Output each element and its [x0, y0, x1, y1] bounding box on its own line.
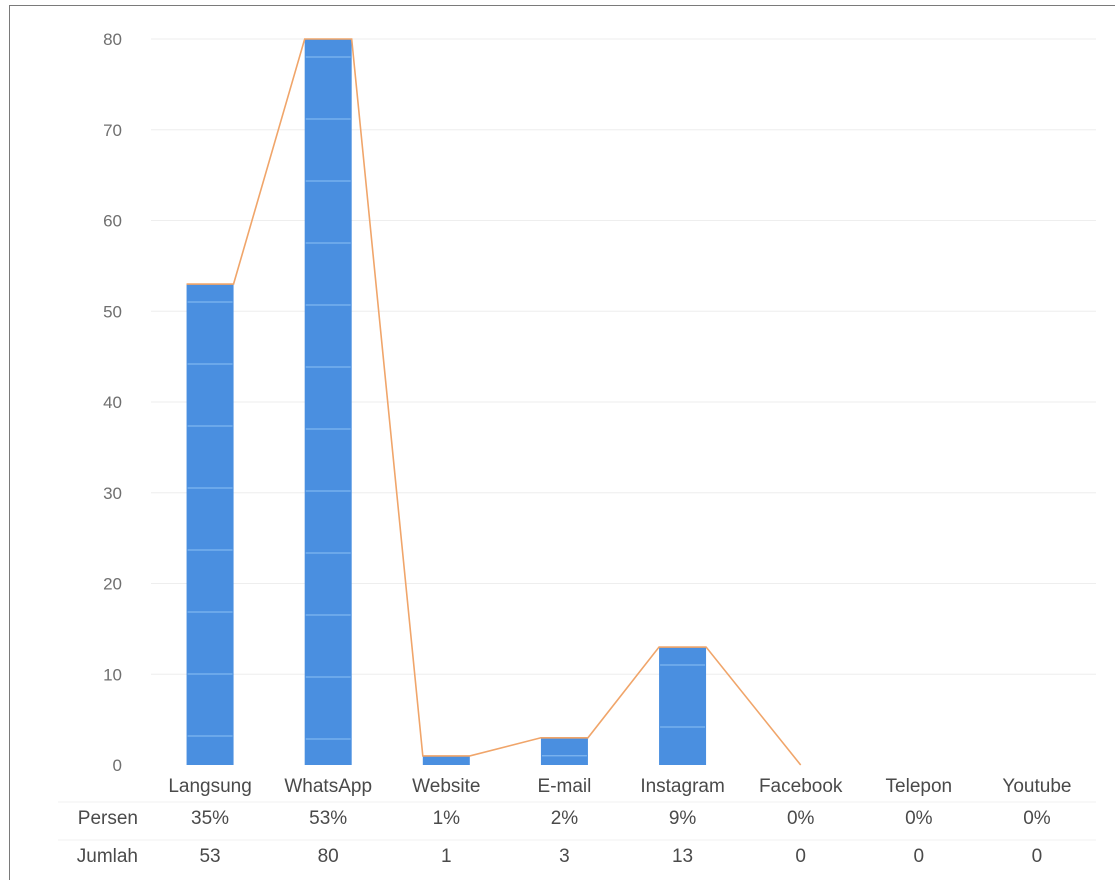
x-tick-label: Instagram [640, 776, 724, 797]
bar-website [422, 755, 470, 765]
bar-rect [186, 284, 234, 765]
table-cell: 2% [551, 808, 579, 829]
x-tick-label: Langsung [168, 776, 251, 797]
gridlines [151, 38, 1096, 675]
x-tick-label: WhatsApp [284, 776, 372, 797]
table-cell: 1% [433, 808, 461, 829]
bar-rect [304, 39, 352, 765]
x-tick-label: Telepon [886, 776, 953, 797]
x-axis-ticks: Langsung WhatsApp Website E-mail Instagram Fa… [168, 776, 1071, 797]
y-tick-label: 10 [103, 665, 122, 684]
y-tick-label: 30 [103, 484, 122, 503]
y-tick-label: 40 [103, 393, 122, 412]
bar-whatsapp [304, 39, 352, 765]
bar-instagram [659, 647, 707, 765]
table-cell: 53% [309, 808, 347, 829]
bar-rect [540, 737, 588, 765]
x-tick-label: Website [412, 776, 480, 797]
table-cell: 0% [905, 808, 933, 829]
y-tick-label: 70 [103, 121, 122, 140]
x-tick-label: E-mail [538, 776, 592, 797]
table-cell: 35% [191, 808, 229, 829]
table-cell: 9% [669, 808, 697, 829]
table-cell: 3 [559, 846, 570, 867]
y-tick-label: 20 [103, 575, 122, 594]
bar-rect [659, 647, 707, 765]
y-axis-ticks: 0 10 20 30 40 50 60 70 80 [103, 30, 122, 775]
table-cell: 0 [914, 846, 925, 867]
table-cell: 80 [318, 846, 339, 867]
table-cell: 1 [441, 846, 452, 867]
table-cell: 0 [1032, 846, 1043, 867]
y-tick-label: 80 [103, 30, 122, 49]
table-cell: 0% [787, 808, 815, 829]
series-line-path [186, 38, 802, 766]
x-tick-label: Facebook [759, 776, 843, 797]
table-row-label: Persen [78, 808, 138, 829]
table-cell: 0% [1023, 808, 1051, 829]
bar-e-mail [540, 737, 588, 765]
y-tick-label: 0 [113, 756, 122, 775]
bars [186, 39, 707, 765]
chart-frame: 0 10 20 30 40 50 60 70 80 Langsung WhatsApp Websit… [9, 5, 1115, 880]
x-tick-label: Youtube [1002, 776, 1071, 797]
series-line [186, 38, 802, 766]
bar-rect [422, 755, 470, 765]
table-row-label: Jumlah [77, 846, 138, 867]
y-tick-label: 60 [103, 212, 122, 231]
y-tick-label: 50 [103, 302, 122, 321]
data-table: Persen 35% 53% 1% 2% 9% 0% 0% 0%Jumlah 53 80 1 3 13 0 0… [58, 801, 1096, 867]
table-cell: 53 [199, 846, 220, 867]
bar-langsung [186, 284, 234, 765]
table-cell: 13 [672, 846, 693, 867]
table-cell: 0 [795, 846, 806, 867]
